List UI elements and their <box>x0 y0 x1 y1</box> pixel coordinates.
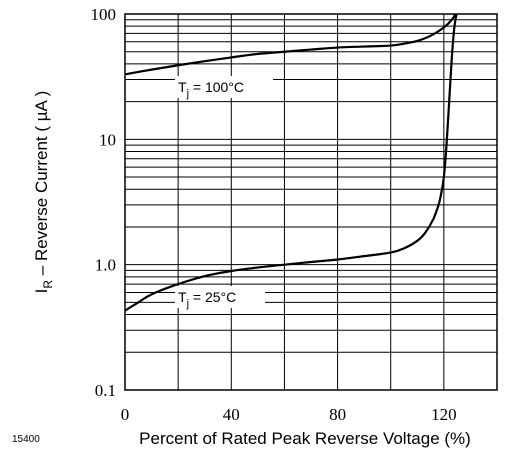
series-label-tj-100c: Tj = 100°C <box>178 79 244 100</box>
y-tick-label: 10 <box>99 130 116 149</box>
x-axis-title: Percent of Rated Peak Reverse Voltage (%… <box>139 429 471 448</box>
plot-frame <box>124 13 498 391</box>
annotations: 0 40 80 120 0.1 1.0 10 100 Tj = 100°C Tj = 25°C Pe… <box>12 5 471 448</box>
y-tick-label: 1.0 <box>95 256 116 275</box>
curves <box>125 14 458 312</box>
x-tick-label: 120 <box>431 405 457 424</box>
figure-number: 15400 <box>12 434 40 445</box>
x-tick-label: 80 <box>329 405 346 424</box>
y-tick-label: 0.1 <box>95 381 116 400</box>
grid <box>125 14 497 390</box>
y-axis-title: IR – Reverse Current ( µA ) <box>32 91 55 294</box>
curve-tj-100c <box>125 14 457 76</box>
y-tick-label: 100 <box>91 5 117 24</box>
series-label-background <box>175 286 265 308</box>
x-tick-label: 40 <box>223 405 240 424</box>
curve-tj-25c <box>125 14 458 312</box>
series-label-tj-25c: Tj = 25°C <box>178 289 236 310</box>
x-tick-label: 0 <box>121 405 130 424</box>
series-label-background <box>175 76 273 98</box>
